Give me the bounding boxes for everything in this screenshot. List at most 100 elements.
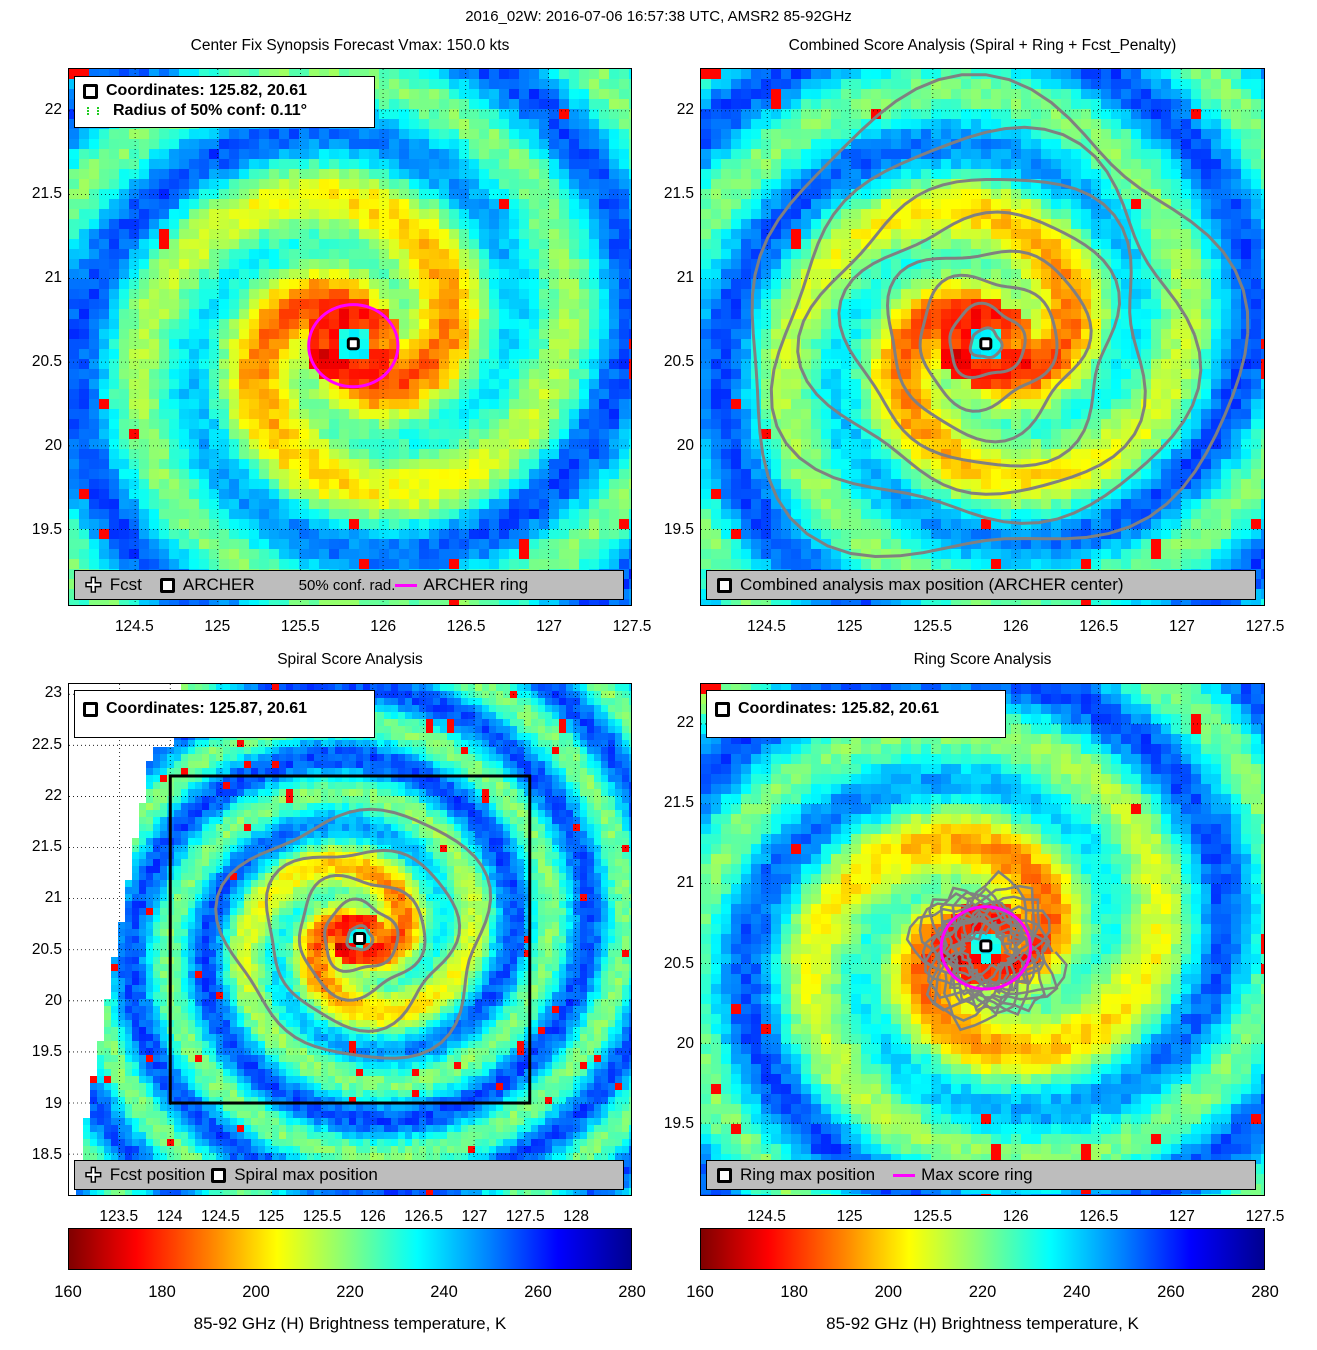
heatmap-cell (1161, 139, 1172, 150)
heatmap-cell (1011, 379, 1022, 390)
heatmap-cell (159, 509, 170, 520)
heatmap-cell (831, 269, 842, 280)
heatmap-cell (309, 389, 320, 400)
heatmap-cell (1151, 169, 1162, 180)
heatmap-cell (841, 359, 852, 370)
heatmap-cell (489, 379, 500, 390)
heatmap-cell (79, 519, 90, 530)
heatmap-cell (1131, 229, 1142, 240)
heatmap-cell (289, 459, 300, 470)
heatmap-cell (1101, 99, 1112, 110)
heatmap-cell (349, 209, 360, 220)
heatmap-cell (599, 69, 610, 80)
heatmap-cell (119, 279, 130, 290)
heatmap-cell (129, 439, 140, 450)
heatmap-cell (791, 369, 802, 380)
heatmap-cell (299, 379, 310, 390)
heatmap-cell (509, 89, 520, 100)
heatmap-cell (761, 289, 772, 300)
heatmap-cell (569, 169, 580, 180)
heatmap-cell (199, 179, 210, 190)
heatmap-cell (269, 309, 280, 320)
heatmap-cell (179, 279, 190, 290)
heatmap-cell (149, 319, 160, 330)
heatmap-cell (1091, 189, 1102, 200)
heatmap-cell (359, 239, 370, 250)
heatmap-cell (629, 89, 631, 100)
heatmap-cell (589, 99, 600, 110)
heatmap-cell (549, 389, 560, 400)
heatmap-cell (289, 359, 300, 370)
heatmap-cell (609, 169, 620, 180)
heatmap-cell (589, 509, 600, 520)
heatmap-cell (519, 389, 530, 400)
heatmap-cell (519, 69, 530, 80)
heatmap-cell (1151, 69, 1162, 80)
heatmap-cell (209, 479, 220, 490)
heatmap-cell (711, 119, 722, 130)
heatmap-cell (861, 309, 872, 320)
heatmap-cell (589, 559, 600, 570)
heatmap-cell (449, 499, 460, 510)
heatmap-cell (169, 289, 180, 300)
heatmap-cell (309, 229, 320, 240)
heatmap-cell (549, 119, 560, 130)
heatmap-cell (871, 139, 882, 150)
heatmap-cell (721, 109, 732, 120)
heatmap-cell (529, 329, 540, 340)
heatmap-cell (559, 359, 570, 370)
heatmap-cell (349, 499, 360, 510)
heatmap-cell (109, 379, 120, 390)
heatmap-cell (299, 599, 310, 605)
heatmap-cell (409, 479, 420, 490)
heatmap-cell (711, 209, 722, 220)
heatmap-cell (89, 339, 100, 350)
heatmap-cell (469, 99, 480, 110)
heatmap-cell (119, 149, 130, 160)
heatmap-cell (409, 449, 420, 460)
heatmap-cell (499, 549, 510, 560)
heatmap-cell (619, 379, 630, 390)
heatmap-cell (771, 299, 782, 310)
heatmap-cell (239, 379, 250, 390)
heatmap-cell (1161, 289, 1172, 300)
heatmap-cell (951, 289, 962, 300)
heatmap-cell (359, 159, 370, 170)
heatmap-cell (1151, 289, 1162, 300)
heatmap-cell (129, 419, 140, 430)
heatmap-cell (519, 359, 530, 370)
heatmap-cell (549, 469, 560, 480)
heatmap-cell (619, 389, 630, 400)
heatmap-cell (439, 129, 450, 140)
heatmap-cell (619, 479, 630, 490)
heatmap-cell (399, 559, 410, 570)
heatmap-cell (409, 309, 420, 320)
heatmap-cell (549, 299, 560, 310)
heatmap-cell (881, 99, 892, 110)
center-marker (346, 337, 360, 351)
heatmap-cell (1171, 99, 1182, 110)
heatmap-cell (79, 299, 90, 310)
heatmap-cell (79, 419, 90, 430)
heatmap-cell (1261, 119, 1264, 130)
heatmap-cell (229, 389, 240, 400)
heatmap-cell (721, 349, 732, 360)
heatmap-cell (731, 309, 742, 320)
heatmap-cell (389, 279, 400, 290)
heatmap-cell (1181, 369, 1192, 380)
heatmap-cell (1221, 349, 1232, 360)
heatmap-cell (741, 199, 752, 210)
heatmap-cell (1251, 329, 1262, 340)
heatmap-cell (289, 309, 300, 320)
heatmap-cell (79, 559, 90, 570)
heatmap-cell (891, 379, 902, 390)
heatmap-cell (209, 219, 220, 230)
heatmap-cell (629, 179, 631, 190)
heatmap-cell (519, 369, 530, 380)
heatmap-cell (129, 129, 140, 140)
heatmap-cell (1101, 349, 1112, 360)
heatmap-cell (219, 499, 230, 510)
heatmap-cell (1131, 99, 1142, 110)
heatmap-cell (189, 219, 200, 230)
heatmap-cell (499, 339, 510, 350)
